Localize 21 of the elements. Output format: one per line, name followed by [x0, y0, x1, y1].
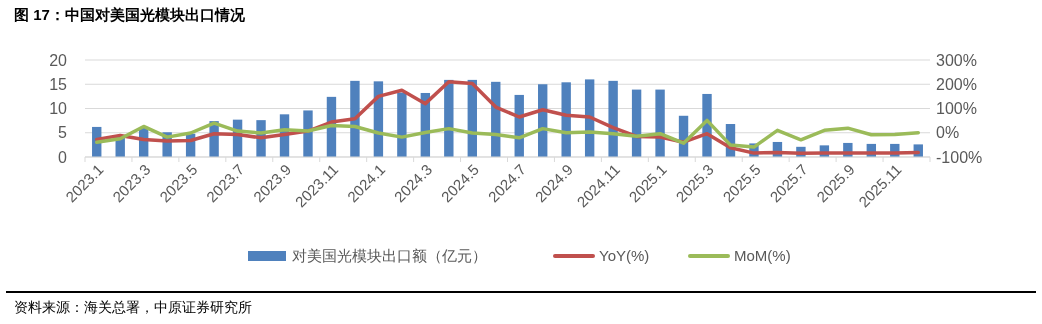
y2-tick-label: 200%: [936, 75, 977, 93]
legend-label: 对美国光模块出口额（亿元）: [292, 247, 487, 265]
y-tick-label: 0: [58, 148, 68, 166]
y2-tick-label: 300%: [936, 51, 977, 69]
legend-label: MoM(%): [734, 247, 791, 265]
bar: [608, 80, 618, 157]
legend-label: YoY(%): [599, 247, 650, 265]
text: 资料来源：海关总署，中原证券研究所: [14, 299, 252, 315]
chart-title: 图 17：中国对美国光模块出口情况: [14, 6, 246, 23]
bar: [655, 89, 665, 157]
y2-tick-label: 0%: [936, 124, 960, 142]
line-series: [94, 118, 921, 149]
y2-tick-label: 100%: [936, 100, 977, 118]
y-tick-label: 10: [49, 100, 68, 118]
y-tick-label: 20: [49, 51, 68, 69]
y-tick-label: 15: [49, 75, 68, 93]
line-series: [94, 80, 921, 156]
y2-tick-label: -100%: [936, 148, 983, 166]
bar: [397, 92, 407, 157]
bar: [303, 110, 313, 157]
y-tick-label: 5: [58, 124, 68, 142]
